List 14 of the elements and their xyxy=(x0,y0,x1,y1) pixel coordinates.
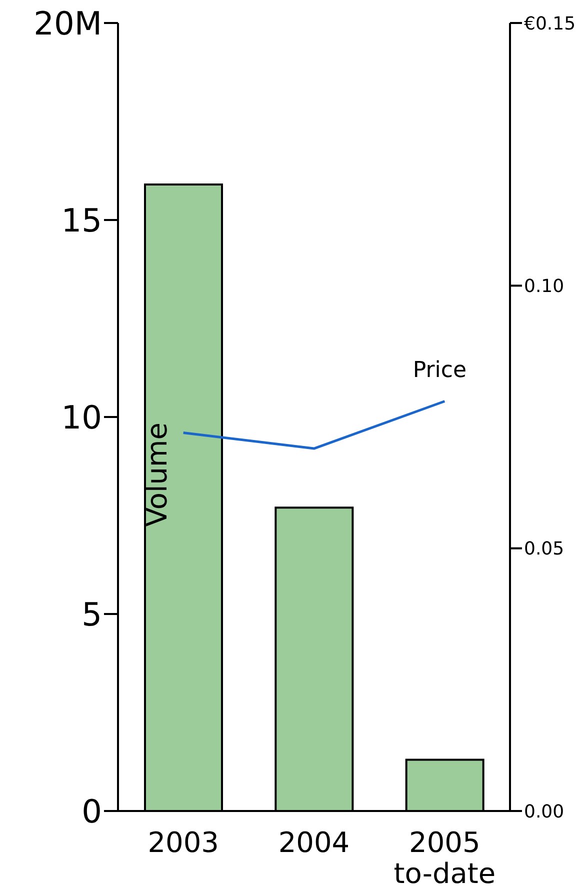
series-label: Volume xyxy=(140,422,174,527)
x-tick-label: 2005 to-date xyxy=(394,826,496,890)
y2-tick-label: 0.00 xyxy=(524,801,564,822)
x-tick-label: 2004 xyxy=(278,826,350,860)
y-tick-label: 20M xyxy=(34,4,102,42)
series-label: Price xyxy=(412,358,467,384)
y-tick-label: 0 xyxy=(82,792,102,830)
y2-tick-label: €0.15 xyxy=(524,13,576,34)
y-tick-label: 5 xyxy=(82,595,102,634)
y-tick-label: 15 xyxy=(61,201,102,240)
y2-tick-label: 0.10 xyxy=(524,276,564,298)
y-tick-label: 10 xyxy=(61,398,102,436)
y2-tick-label: 0.05 xyxy=(524,538,564,560)
x-tick-label: 2003 xyxy=(148,826,219,860)
